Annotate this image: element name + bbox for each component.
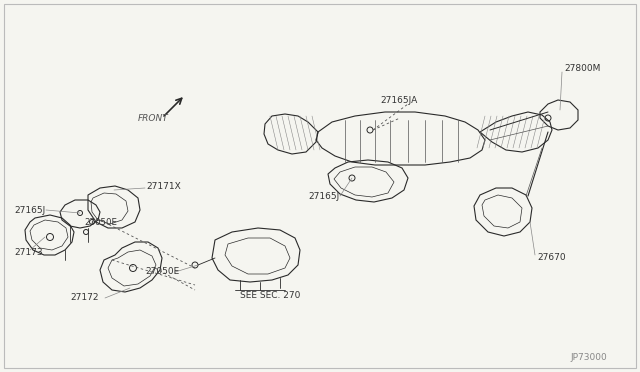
Text: SEE SEC. 270: SEE SEC. 270 (240, 292, 300, 301)
Text: 27172: 27172 (70, 294, 99, 302)
Text: 27165JA: 27165JA (380, 96, 417, 105)
Text: 27171X: 27171X (146, 182, 180, 190)
Text: 27670: 27670 (537, 253, 566, 263)
Text: 27165J: 27165J (14, 205, 45, 215)
Text: 27050E: 27050E (145, 267, 179, 276)
Text: 27165J: 27165J (308, 192, 339, 201)
Text: FRONT: FRONT (138, 113, 169, 122)
Text: JP73000: JP73000 (570, 353, 607, 362)
Text: 27173: 27173 (14, 247, 43, 257)
Text: 27050E: 27050E (84, 218, 117, 227)
Text: 27800M: 27800M (564, 64, 600, 73)
